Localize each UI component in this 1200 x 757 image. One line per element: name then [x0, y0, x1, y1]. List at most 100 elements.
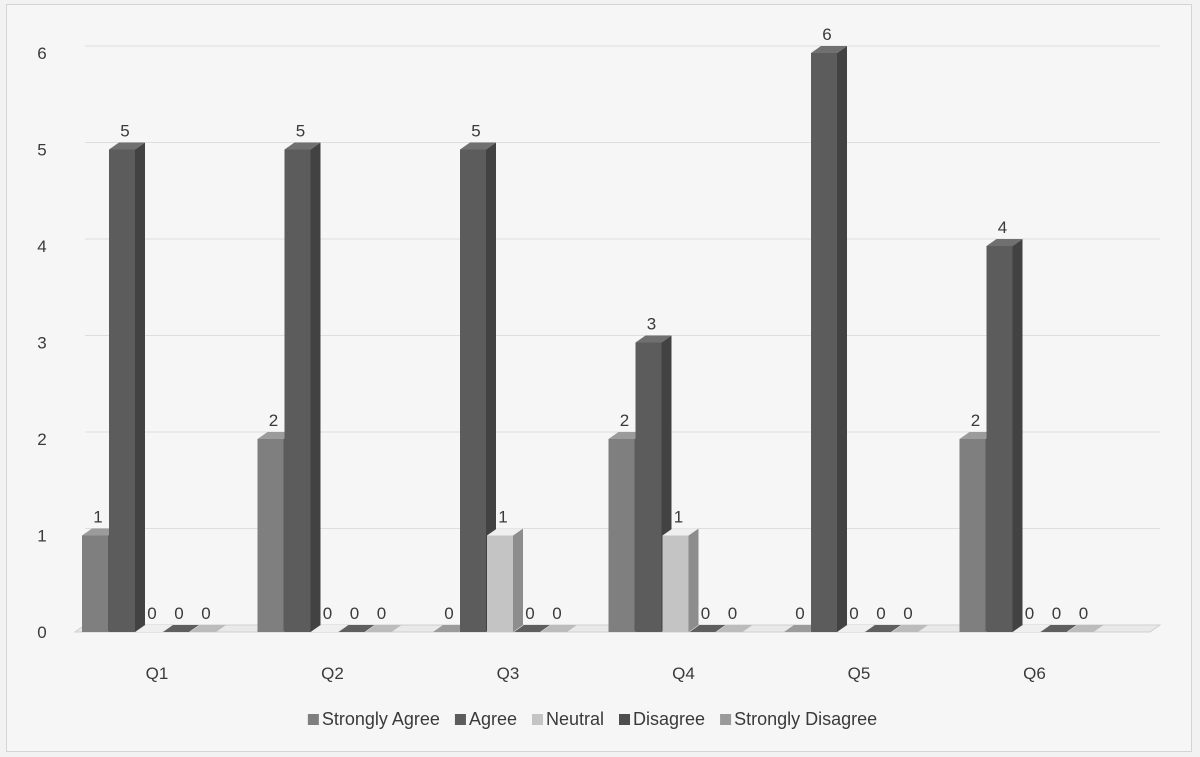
data-label: 0: [323, 604, 332, 623]
data-label: 5: [296, 122, 305, 141]
bar-neutral-q2: [311, 625, 348, 632]
bar-top: [365, 625, 402, 632]
legend-label: Strongly Agree: [322, 709, 440, 729]
bar-front: [635, 342, 662, 632]
bar-disagree-q1: [163, 625, 199, 632]
data-label: 0: [147, 604, 156, 623]
data-label: 2: [620, 411, 629, 430]
bar-side: [688, 528, 699, 632]
bar-front: [284, 149, 311, 632]
data-label: 3: [647, 315, 656, 334]
bar-top: [635, 335, 672, 343]
data-label: 1: [93, 508, 102, 527]
data-label: 0: [795, 604, 804, 623]
data-label: 1: [674, 508, 683, 527]
bar-side: [1012, 239, 1023, 632]
bar-side: [486, 142, 496, 632]
legend-swatch: [454, 714, 466, 725]
bar-top: [1013, 625, 1050, 632]
bar-agree-q1: [109, 142, 145, 632]
legend-item: Agree: [454, 709, 517, 729]
data-label: 6: [822, 25, 831, 44]
bar-top: [838, 625, 874, 632]
bar-side: [135, 142, 145, 632]
data-label: 4: [998, 218, 1007, 237]
legend-label: Strongly Disagree: [734, 709, 877, 729]
bar-neutral-q4: [662, 528, 699, 632]
y-tick-label: 4: [37, 237, 46, 256]
bar-top: [163, 625, 199, 632]
data-label: 0: [201, 604, 210, 623]
bar-top: [487, 528, 523, 536]
bar-top: [541, 625, 577, 632]
data-label: 0: [701, 604, 710, 623]
bar-neutral-q5: [838, 625, 874, 632]
data-label: 0: [350, 604, 359, 623]
bar-disagree-q2: [338, 625, 375, 632]
bar-top: [311, 625, 348, 632]
category-label: Q6: [1023, 664, 1046, 683]
bar-top: [338, 625, 375, 632]
bar-top: [109, 142, 145, 150]
bar-front: [608, 439, 635, 632]
data-label: 0: [377, 604, 386, 623]
bar-disagree-q3: [514, 625, 550, 632]
bar-front: [82, 535, 108, 632]
legend-label: Agree: [469, 709, 517, 729]
bar-agree-q3: [460, 142, 496, 632]
bar-front: [487, 535, 513, 632]
bar-front: [986, 246, 1013, 632]
data-label: 0: [1052, 604, 1061, 623]
category-label: Q5: [848, 664, 871, 683]
data-label: 0: [525, 604, 534, 623]
bar-top: [811, 46, 847, 53]
bar-strongly-disagree-q5: [892, 625, 928, 632]
data-label: 0: [1025, 604, 1034, 623]
bar-top: [662, 528, 699, 536]
y-tick-label: 6: [37, 44, 46, 63]
y-tick-label: 3: [37, 334, 46, 353]
category-label: Q1: [146, 664, 169, 683]
bar-strongly-disagree-q1: [190, 625, 226, 632]
bar-top: [284, 142, 321, 150]
data-label: 1: [498, 508, 507, 527]
legend-swatch: [307, 714, 319, 725]
bar-top: [689, 625, 726, 632]
bar-disagree-q6: [1040, 625, 1077, 632]
bar-strongly-disagree-q6: [1067, 625, 1104, 632]
legend-item: Strongly Disagree: [720, 709, 877, 729]
bar-strongly-disagree-q4: [716, 625, 753, 632]
category-label: Q3: [497, 664, 520, 683]
bar-front: [460, 149, 486, 632]
bar-top: [1040, 625, 1077, 632]
bar-neutral-q1: [136, 625, 172, 632]
bar-top: [190, 625, 226, 632]
bar-top: [514, 625, 550, 632]
bar-front: [662, 535, 689, 632]
legend-swatch: [720, 714, 732, 725]
bar-agree-q2: [284, 142, 321, 632]
data-label: 5: [120, 122, 129, 141]
data-label: 0: [444, 604, 453, 623]
bar-disagree-q4: [689, 625, 726, 632]
legend-item: Strongly Agree: [307, 709, 440, 729]
data-label: 5: [471, 122, 480, 141]
bar-top: [136, 625, 172, 632]
data-label: 0: [1079, 604, 1088, 623]
legend-label: Disagree: [633, 709, 705, 729]
bar-neutral-q6: [1013, 625, 1050, 632]
legend-swatch: [531, 714, 543, 725]
bar-top: [865, 625, 901, 632]
data-label: 0: [876, 604, 885, 623]
bar-disagree-q5: [865, 625, 901, 632]
legend-item: Neutral: [531, 709, 604, 729]
bar-front: [257, 439, 284, 632]
y-tick-label: 1: [37, 527, 46, 546]
bar-front: [811, 53, 837, 632]
bar-top: [716, 625, 753, 632]
data-label: 2: [971, 411, 980, 430]
bar-top: [460, 142, 496, 150]
category-label: Q4: [672, 664, 695, 683]
data-label: 2: [269, 411, 278, 430]
